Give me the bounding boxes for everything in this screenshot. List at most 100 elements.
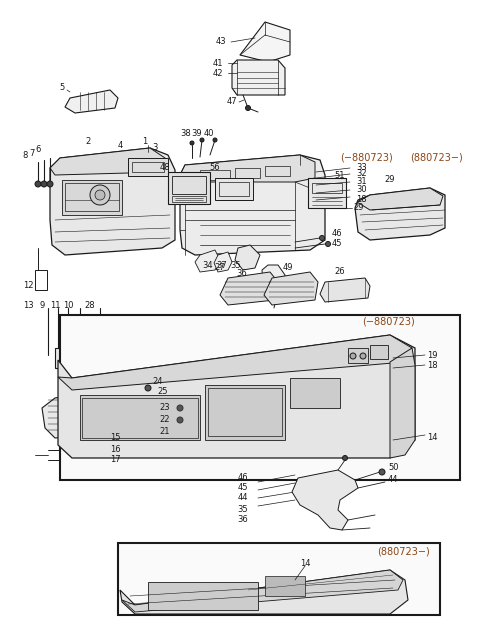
Text: 34: 34 <box>203 260 213 270</box>
Bar <box>265 576 305 596</box>
Text: 14: 14 <box>427 434 437 442</box>
Bar <box>60 315 460 480</box>
Text: 18: 18 <box>427 361 438 369</box>
Bar <box>219 182 249 196</box>
Text: 6: 6 <box>36 145 41 155</box>
Polygon shape <box>58 335 415 458</box>
Circle shape <box>343 456 348 461</box>
Polygon shape <box>50 148 175 255</box>
Text: 35: 35 <box>238 505 248 515</box>
Text: 18: 18 <box>356 195 367 205</box>
Text: 30: 30 <box>356 185 367 195</box>
Text: 16: 16 <box>110 446 120 454</box>
Text: 44: 44 <box>238 494 248 502</box>
Text: 49: 49 <box>283 263 293 273</box>
Text: 8: 8 <box>22 150 28 160</box>
Circle shape <box>190 141 194 145</box>
Text: 28: 28 <box>84 301 96 310</box>
Polygon shape <box>220 272 278 305</box>
Bar <box>78 340 98 368</box>
Polygon shape <box>240 22 290 62</box>
Polygon shape <box>42 390 110 438</box>
Polygon shape <box>122 570 403 612</box>
Circle shape <box>95 190 105 200</box>
Circle shape <box>245 105 251 110</box>
Bar <box>62 180 122 215</box>
Polygon shape <box>235 245 260 270</box>
Polygon shape <box>195 250 220 272</box>
Text: 45: 45 <box>238 484 248 492</box>
Text: 33: 33 <box>356 163 367 172</box>
Text: 1: 1 <box>143 137 148 147</box>
Bar <box>312 183 342 193</box>
Circle shape <box>41 181 47 187</box>
Text: 17: 17 <box>110 456 120 464</box>
Bar <box>65 183 119 211</box>
Text: 29: 29 <box>385 175 395 185</box>
Text: 46: 46 <box>332 230 343 238</box>
Bar <box>200 170 230 180</box>
Text: 9: 9 <box>39 301 45 310</box>
Text: 39: 39 <box>192 129 202 137</box>
Polygon shape <box>320 278 370 302</box>
Text: 48: 48 <box>160 162 170 172</box>
Circle shape <box>360 353 366 359</box>
Bar <box>128 158 168 176</box>
Bar <box>370 345 388 359</box>
Bar <box>308 178 346 208</box>
Text: 46: 46 <box>238 474 248 482</box>
Text: 27: 27 <box>215 263 225 273</box>
Text: 24: 24 <box>152 378 163 386</box>
Text: (880723−): (880723−) <box>410 153 463 163</box>
Text: (880723−): (880723−) <box>377 547 430 557</box>
Circle shape <box>379 469 385 475</box>
Polygon shape <box>50 148 165 175</box>
Bar <box>168 172 210 204</box>
Bar <box>208 388 282 436</box>
Text: 37: 37 <box>216 260 228 270</box>
Text: 41: 41 <box>213 59 223 67</box>
Circle shape <box>177 417 183 423</box>
Circle shape <box>145 385 151 391</box>
Text: 32: 32 <box>356 170 367 178</box>
Polygon shape <box>390 348 415 458</box>
Text: 7: 7 <box>29 149 35 157</box>
Circle shape <box>47 181 53 187</box>
Polygon shape <box>292 470 358 530</box>
Text: 50: 50 <box>388 464 398 472</box>
Text: 5: 5 <box>60 84 65 92</box>
Text: 47: 47 <box>227 97 237 107</box>
Text: 45: 45 <box>332 240 343 248</box>
Bar <box>80 395 200 440</box>
Circle shape <box>35 181 41 187</box>
Bar <box>215 178 253 200</box>
Text: 15: 15 <box>110 434 120 442</box>
Circle shape <box>325 241 331 246</box>
Polygon shape <box>262 265 285 292</box>
Text: 43: 43 <box>216 37 226 47</box>
Text: 21: 21 <box>159 427 170 437</box>
Text: 14: 14 <box>300 558 310 567</box>
Text: 38: 38 <box>180 129 192 137</box>
Bar <box>132 162 164 172</box>
Text: 35: 35 <box>231 260 241 270</box>
Text: 22: 22 <box>159 416 170 424</box>
Bar <box>172 196 206 202</box>
Polygon shape <box>355 188 445 240</box>
Text: 56: 56 <box>210 163 220 172</box>
Bar <box>290 378 340 408</box>
Bar <box>148 582 258 610</box>
Bar <box>265 166 290 176</box>
Polygon shape <box>180 155 325 255</box>
Circle shape <box>213 138 217 142</box>
Text: 36: 36 <box>237 515 248 525</box>
Circle shape <box>90 185 110 205</box>
Text: 44: 44 <box>388 475 398 484</box>
Bar <box>35 270 47 290</box>
Bar <box>82 398 198 438</box>
Text: 11: 11 <box>50 301 60 310</box>
Bar <box>118 543 440 615</box>
Text: 2: 2 <box>85 137 91 147</box>
Bar <box>55 348 80 368</box>
Text: 25: 25 <box>158 388 168 396</box>
